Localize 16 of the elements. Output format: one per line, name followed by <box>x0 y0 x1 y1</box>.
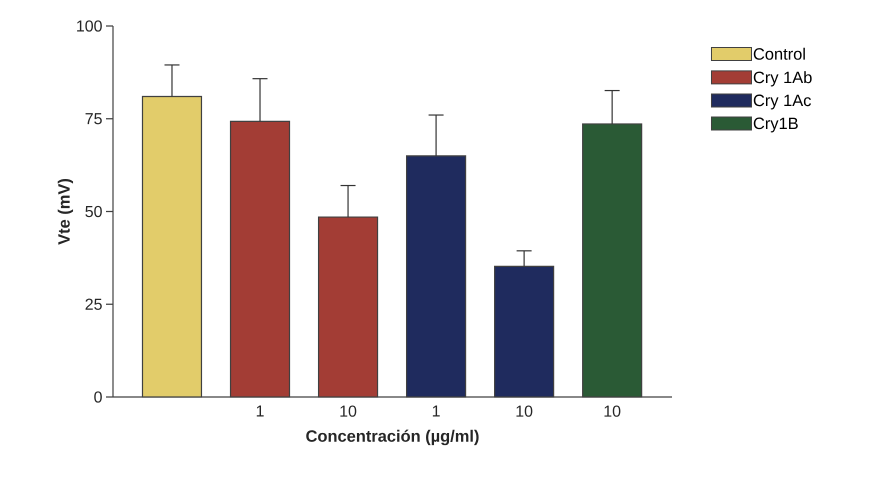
y-tick-label: 0 <box>94 391 102 403</box>
x-tick-label: 10 <box>516 406 532 417</box>
y-axis-title: Vte (mV) <box>58 178 74 245</box>
x-tick-label: 1 <box>256 406 264 416</box>
x-tick-label: 10 <box>340 406 356 417</box>
y-tick-label: 50 <box>85 206 102 218</box>
legend-label: Cry1B <box>754 118 798 132</box>
legend-label: Control <box>754 48 805 60</box>
x-tick-label: 10 <box>604 406 620 417</box>
x-tick-label: 1 <box>432 406 440 416</box>
y-tick-label: 100 <box>77 20 102 32</box>
legend-label: Cry 1Ac <box>754 94 811 110</box>
legend-label: Cry 1Ab <box>754 71 812 86</box>
x-axis-title: Concentración (µg/ml) <box>306 430 479 446</box>
y-tick-label: 25 <box>86 298 102 310</box>
y-tick-label: 75 <box>86 113 102 124</box>
